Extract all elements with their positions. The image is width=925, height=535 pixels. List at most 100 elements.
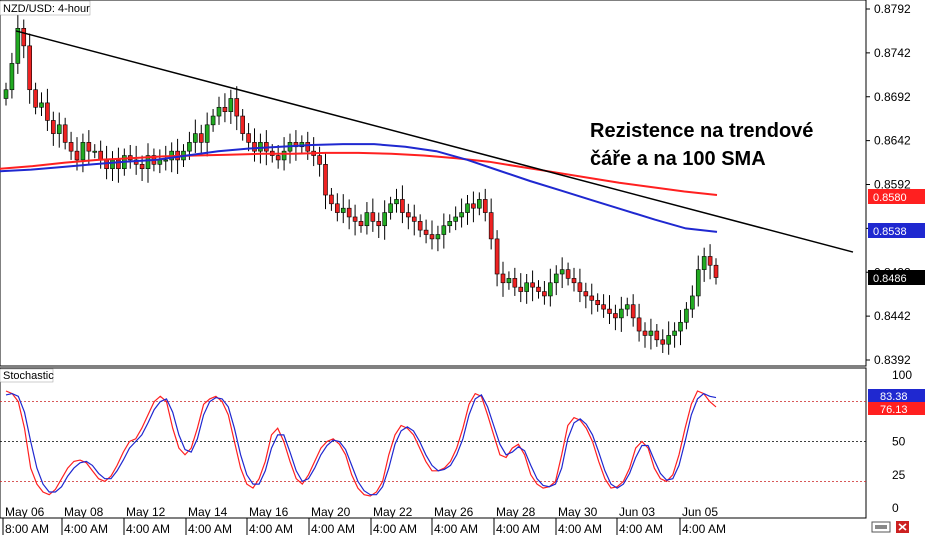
candle-body bbox=[672, 330, 677, 336]
time-label-date: May 28 bbox=[496, 505, 536, 519]
stochastic-title: Stochastic bbox=[3, 370, 54, 382]
candle-body bbox=[317, 155, 322, 165]
candle-body bbox=[678, 321, 683, 332]
price-tick-label: 0.8692 bbox=[874, 90, 911, 104]
candle-body bbox=[577, 282, 583, 292]
time-label-hour: 4:00 AM bbox=[311, 522, 355, 535]
candle-body bbox=[553, 273, 559, 284]
candle-body bbox=[494, 238, 500, 275]
candle-body bbox=[305, 142, 311, 152]
candle-body bbox=[636, 317, 642, 332]
candle-body bbox=[589, 295, 595, 301]
time-label-hour: 4:00 AM bbox=[496, 522, 540, 535]
time-label-date: May 12 bbox=[126, 505, 166, 519]
candle-body bbox=[346, 207, 352, 218]
candle-body bbox=[187, 142, 192, 152]
candle-body bbox=[275, 155, 281, 161]
candle-body bbox=[3, 89, 9, 99]
candle-body bbox=[394, 199, 399, 205]
stochastic-d-tag: 76.13 bbox=[868, 402, 925, 416]
stochastic-title-box bbox=[0, 368, 54, 383]
candle-body bbox=[39, 102, 44, 108]
candle-body bbox=[9, 63, 15, 91]
time-label-hour: 4:00 AM bbox=[188, 522, 232, 535]
candle-body bbox=[51, 120, 56, 134]
price-panel bbox=[0, 0, 867, 367]
time-label-hour: 4:00 AM bbox=[64, 522, 108, 535]
candle-body bbox=[536, 286, 541, 292]
candle-body bbox=[193, 133, 198, 143]
candle-body bbox=[548, 282, 553, 297]
candle-body bbox=[411, 216, 417, 222]
candle-body bbox=[198, 133, 204, 143]
candle-body bbox=[441, 225, 447, 235]
time-label-hour: 4:00 AM bbox=[249, 522, 293, 535]
candle-body bbox=[33, 89, 38, 108]
candle-body bbox=[21, 28, 27, 47]
candle-body bbox=[583, 291, 589, 297]
candle-body bbox=[642, 330, 648, 336]
time-label-hour: 4:00 AM bbox=[434, 522, 478, 535]
stochastic-tick-label: 25 bbox=[892, 468, 906, 482]
candle-body bbox=[660, 339, 666, 345]
sma-red-line bbox=[0, 151, 718, 196]
stochastic-d-value: 76.13 bbox=[880, 404, 908, 416]
candle-body bbox=[80, 142, 86, 161]
candle-body bbox=[630, 304, 636, 319]
sma-blue-value: 0.8538 bbox=[873, 226, 907, 238]
sma-red-value: 0.8580 bbox=[873, 192, 907, 204]
time-label-hour: 4:00 AM bbox=[682, 522, 726, 535]
candle-body bbox=[204, 124, 210, 143]
candle-body bbox=[68, 142, 74, 152]
candle-body bbox=[27, 45, 32, 91]
candle-body bbox=[423, 229, 429, 235]
candle-body bbox=[654, 330, 660, 341]
candle-body bbox=[666, 335, 671, 345]
time-label-date: May 14 bbox=[188, 505, 228, 519]
candle-body bbox=[388, 203, 393, 213]
time-label-date: May 08 bbox=[64, 505, 104, 519]
candle-body bbox=[86, 142, 92, 152]
time-label-date: May 06 bbox=[5, 505, 45, 519]
candle-body bbox=[74, 150, 80, 161]
candle-body bbox=[512, 278, 518, 288]
candle-body bbox=[524, 282, 529, 292]
stochastic-k-line bbox=[5, 390, 717, 497]
close-icon[interactable] bbox=[896, 521, 909, 533]
candle-body bbox=[62, 124, 68, 143]
candle-body bbox=[506, 278, 512, 284]
candle-body bbox=[92, 150, 98, 153]
time-label-date: Jun 03 bbox=[619, 505, 655, 519]
price-tick-label: 0.8392 bbox=[874, 353, 911, 367]
time-label-date: May 26 bbox=[434, 505, 474, 519]
stochastic-tick-label: 50 bbox=[892, 435, 906, 449]
candle-body bbox=[690, 295, 695, 310]
trendline bbox=[15, 30, 854, 253]
stochastic-k-tag: 83.38 bbox=[868, 389, 925, 403]
price-axis: 0.87920.87420.86920.86420.85920.85420.84… bbox=[866, 2, 911, 367]
candle-body bbox=[400, 199, 405, 213]
time-axis: May 06 8:00 AM May 08 4:00 AM May 12 4:00 AM M… bbox=[2, 505, 726, 535]
price-tick-label: 0.8592 bbox=[874, 178, 911, 192]
stochastic-k-value: 83.38 bbox=[880, 391, 908, 403]
stochastic-tick-label: 0 bbox=[892, 501, 899, 515]
price-tick-label: 0.8792 bbox=[874, 2, 911, 16]
link-icon[interactable] bbox=[871, 521, 891, 533]
candle-body bbox=[358, 221, 364, 227]
time-label-hour: 4:00 AM bbox=[619, 522, 663, 535]
candle-body bbox=[482, 199, 488, 213]
sma-red-tag: 0.8580 bbox=[868, 189, 925, 204]
stochastic-panel bbox=[0, 367, 867, 519]
candle-body bbox=[352, 216, 358, 222]
candle-body bbox=[684, 308, 689, 323]
candle-body bbox=[477, 199, 482, 209]
candle-body bbox=[542, 291, 547, 297]
candle-body bbox=[340, 207, 346, 213]
candle-body bbox=[382, 212, 387, 227]
price-tick-label: 0.8642 bbox=[874, 134, 911, 148]
candle-body bbox=[624, 304, 630, 310]
candle-body bbox=[713, 264, 719, 278]
candle-body bbox=[252, 142, 257, 152]
candle-body bbox=[701, 256, 707, 270]
stochastic-d-line bbox=[5, 392, 717, 496]
